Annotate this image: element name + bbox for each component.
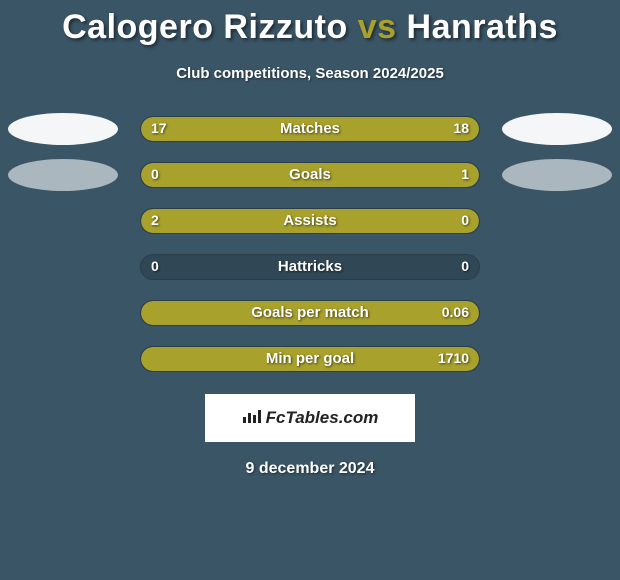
title-vs: vs (358, 8, 397, 46)
right-player-marker (502, 159, 612, 191)
stat-value-left: 0 (151, 258, 159, 274)
right-player-marker (502, 113, 612, 145)
stat-bar: Matches1718 (140, 116, 480, 142)
stat-row: Goals per match0.06 (0, 294, 620, 340)
bar-fill-left (141, 117, 307, 141)
title-player1: Calogero Rizzuto (62, 8, 348, 46)
stat-row: Matches1718 (0, 110, 620, 156)
bar-fill-full (141, 301, 479, 325)
bar-fill-left (141, 209, 405, 233)
comparison-infographic: Calogero Rizzuto vs Hanraths Club compet… (0, 0, 620, 478)
subtitle: Club competitions, Season 2024/2025 (0, 65, 620, 82)
date-label: 9 december 2024 (0, 460, 620, 478)
bar-fill-right (202, 163, 479, 187)
bar-fill-left (141, 163, 202, 187)
stat-value-right: 0 (461, 258, 469, 274)
stat-bar: Goals01 (140, 162, 480, 188)
left-player-marker (8, 113, 118, 145)
stat-label: Hattricks (141, 258, 479, 275)
stat-bar: Hattricks0 0 (140, 254, 480, 280)
bar-fill-right (307, 117, 479, 141)
attribution-text: FcTables.com (266, 408, 379, 428)
stat-rows: Matches1718 Goals01 Assists20 Hattricks0 0 Go… (0, 110, 620, 386)
stat-bar: Assists20 (140, 208, 480, 234)
stat-row: Goals01 (0, 156, 620, 202)
page-title: Calogero Rizzuto vs Hanraths (0, 8, 620, 47)
title-player2: Hanraths (407, 8, 558, 46)
attribution-badge: FcTables.com (205, 394, 415, 442)
stat-bar: Goals per match0.06 (140, 300, 480, 326)
stat-row: Assists20 (0, 202, 620, 248)
bar-fill-full (141, 347, 479, 371)
stat-row: Min per goal1710 (0, 340, 620, 386)
left-player-marker (8, 159, 118, 191)
stat-row: Hattricks0 0 (0, 248, 620, 294)
chart-icon (242, 408, 262, 429)
stat-bar: Min per goal1710 (140, 346, 480, 372)
bar-fill-right (405, 209, 479, 233)
